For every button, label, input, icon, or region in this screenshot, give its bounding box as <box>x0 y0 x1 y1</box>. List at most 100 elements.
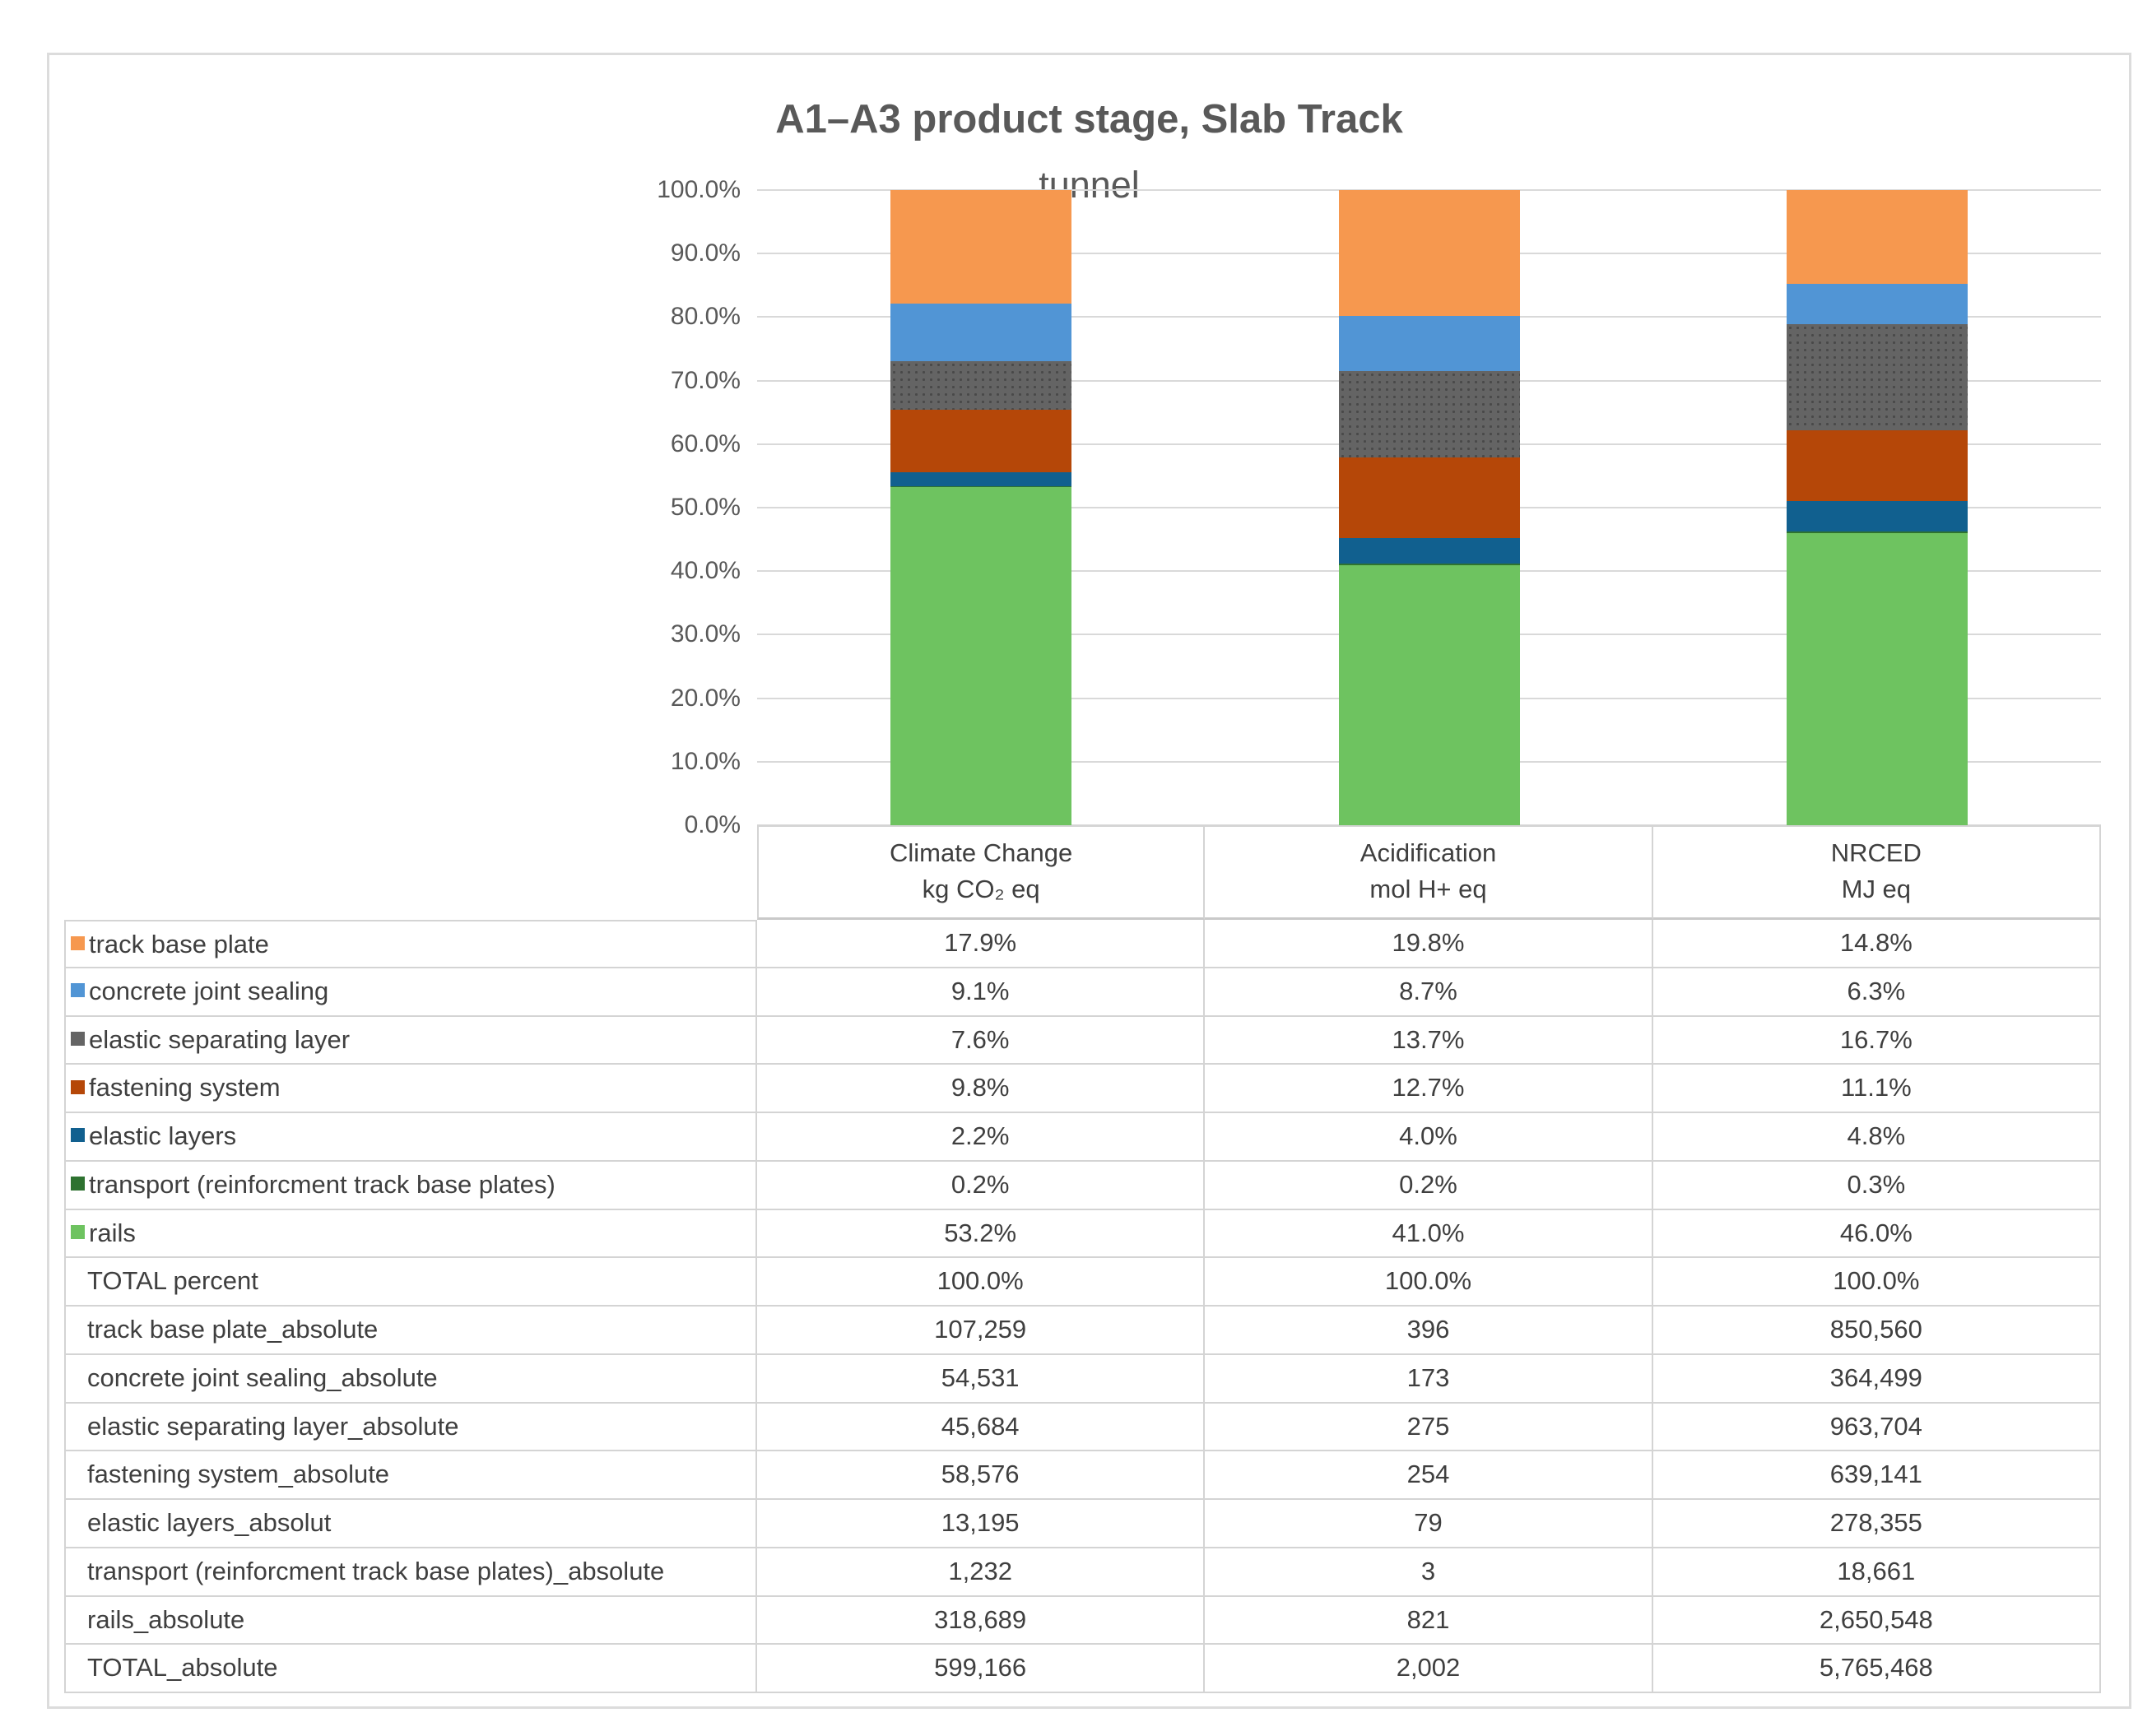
table-cell-track-base-plate-acidification: 19.8% <box>1205 920 1653 968</box>
table-cell-total-absolute-acidification: 2,002 <box>1205 1645 1653 1693</box>
table-cell-elastic-separating-layer-absolute-climate-change: 45,684 <box>757 1403 1206 1452</box>
row-label-fastening-system: fastening system <box>64 1065 757 1113</box>
data-table: Climate Change kg CO₂ eq Acidification mol … <box>64 825 2101 1693</box>
row-label-text: rails <box>89 1218 136 1247</box>
bar-segment-rails <box>1338 564 1520 825</box>
row-label-text: fastening system <box>89 1073 281 1102</box>
row-label-text: TOTAL percent <box>87 1266 258 1296</box>
table-cell-elastic-layers-acidification: 4.0% <box>1205 1113 1653 1162</box>
table-cell-total-absolute-climate-change: 599,166 <box>757 1645 1206 1693</box>
column-header-name: Climate Change <box>890 838 1073 867</box>
bar-segment-concrete-joint-sealing <box>1338 315 1520 371</box>
row-label-transport-reinforcment-track-base-plates-absolute: transport (reinforcment track base plate… <box>64 1548 757 1597</box>
bar-segment-elastic-separating-layer <box>1786 323 1968 430</box>
table-cell-total-percent-nrced: 100.0% <box>1652 1258 2101 1307</box>
table-header-spacer <box>64 825 757 920</box>
table-cell-elastic-separating-layer-nrced: 16.7% <box>1652 1016 2101 1065</box>
column-header-unit: MJ eq <box>1841 875 1912 903</box>
table-cell-track-base-plate-absolute-climate-change: 107,259 <box>757 1307 1206 1355</box>
table-cell-transport-reinforcment-track-base-plates-nrced: 0.3% <box>1652 1161 2101 1210</box>
row-label-concrete-joint-sealing: concrete joint sealing <box>64 968 757 1017</box>
column-header-unit: kg CO₂ eq <box>922 875 1040 903</box>
bar-segment-transport-reinforcment-track-base-plates <box>1786 531 1968 533</box>
row-label-elastic-separating-layer-absolute: elastic separating layer_absolute <box>64 1403 757 1452</box>
row-label-elastic-layers: elastic layers <box>64 1113 757 1162</box>
row-label-rails: rails <box>64 1209 757 1259</box>
bar-nrced <box>1786 190 1968 825</box>
column-header-name: NRCED <box>1830 838 1922 867</box>
table-cell-track-base-plate-nrced: 14.8% <box>1652 920 2101 968</box>
row-label-total-absolute: TOTAL_absolute <box>64 1645 757 1693</box>
table-cell-total-percent-acidification: 100.0% <box>1205 1258 1653 1307</box>
table-cell-track-base-plate-climate-change: 17.9% <box>757 920 1206 968</box>
table-cell-total-percent-climate-change: 100.0% <box>757 1258 1206 1307</box>
row-label-transport-reinforcment-track-base-plates: transport (reinforcment track base plate… <box>64 1161 757 1210</box>
table-cell-concrete-joint-sealing-absolute-nrced: 364,499 <box>1652 1354 2101 1404</box>
legend-swatch-track-base-plate <box>71 936 85 951</box>
row-label-text: TOTAL_absolute <box>87 1653 278 1683</box>
y-axis-tick-label: 40.0% <box>670 557 741 585</box>
table-cell-elastic-layers-absolut-climate-change: 13,195 <box>757 1500 1206 1548</box>
bar-segment-transport-reinforcment-track-base-plates <box>1338 564 1520 565</box>
bar-segment-fastening-system <box>890 410 1072 472</box>
row-label-text: transport (reinforcment track base plate… <box>87 1556 665 1585</box>
y-axis-tick-label: 30.0% <box>670 620 741 648</box>
table-cell-rails-absolute-climate-change: 318,689 <box>757 1596 1206 1645</box>
bar-acidification <box>1338 190 1520 825</box>
y-axis-tick-label: 90.0% <box>670 239 741 267</box>
y-axis-tick-label: 80.0% <box>670 303 741 331</box>
y-axis-tick-label: 50.0% <box>670 494 741 521</box>
table-cell-elastic-separating-layer-acidification: 13.7% <box>1205 1016 1653 1065</box>
row-label-text: concrete joint sealing_absolute <box>87 1362 438 1392</box>
y-axis-tick-label: 60.0% <box>670 429 741 457</box>
row-label-elastic-separating-layer: elastic separating layer <box>64 1016 757 1065</box>
table-cell-elastic-separating-layer-climate-change: 7.6% <box>757 1016 1206 1065</box>
row-label-rails-absolute: rails_absolute <box>64 1596 757 1645</box>
table-cell-fastening-system-climate-change: 9.8% <box>757 1065 1206 1113</box>
table-cell-transport-reinforcment-track-base-plates-acidification: 0.2% <box>1205 1161 1653 1210</box>
table-cell-concrete-joint-sealing-absolute-acidification: 173 <box>1205 1354 1653 1404</box>
table-cell-track-base-plate-absolute-acidification: 396 <box>1205 1307 1653 1355</box>
column-header-name: Acidification <box>1360 838 1497 867</box>
row-label-track-base-plate-absolute: track base plate_absolute <box>64 1307 757 1355</box>
table-cell-concrete-joint-sealing-absolute-climate-change: 54,531 <box>757 1354 1206 1404</box>
table-cell-rails-nrced: 46.0% <box>1652 1209 2101 1259</box>
table-cell-concrete-joint-sealing-climate-change: 9.1% <box>757 968 1206 1017</box>
legend-swatch-elastic-separating-layer <box>71 1031 85 1046</box>
legend-swatch-fastening-system <box>71 1079 85 1094</box>
column-header-climate-change: Climate Change kg CO₂ eq <box>757 825 1206 920</box>
bar-segment-track-base-plate <box>1786 190 1968 285</box>
column-header-acidification: Acidification mol H+ eq <box>1205 825 1653 920</box>
row-label-text: track base plate_absolute <box>87 1315 379 1344</box>
y-axis-tick-label: 20.0% <box>670 684 741 712</box>
bar-segment-track-base-plate <box>890 190 1072 304</box>
row-label-text: fastening system_absolute <box>87 1460 390 1489</box>
table-cell-track-base-plate-absolute-nrced: 850,560 <box>1652 1307 2101 1355</box>
table-cell-fastening-system-absolute-acidification: 254 <box>1205 1451 1653 1500</box>
bar-segment-concrete-joint-sealing <box>1786 284 1968 324</box>
table-cell-elastic-separating-layer-absolute-acidification: 275 <box>1205 1403 1653 1452</box>
table-cell-elastic-layers-climate-change: 2.2% <box>757 1113 1206 1162</box>
row-label-text: elastic separating layer_absolute <box>87 1411 459 1441</box>
bar-segment-elastic-layers <box>890 471 1072 486</box>
row-label-fastening-system-absolute: fastening system_absolute <box>64 1451 757 1500</box>
bar-segment-fastening-system <box>1338 457 1520 539</box>
table-cell-rails-acidification: 41.0% <box>1205 1209 1653 1259</box>
bar-segment-elastic-layers <box>1786 500 1968 531</box>
column-header-nrced: NRCED MJ eq <box>1652 825 2101 920</box>
y-axis-tick-label: 70.0% <box>670 366 741 394</box>
bar-segment-elastic-separating-layer <box>890 361 1072 411</box>
row-label-text: concrete joint sealing <box>89 976 329 1005</box>
row-label-track-base-plate: track base plate <box>64 920 757 968</box>
table-cell-concrete-joint-sealing-nrced: 6.3% <box>1652 968 2101 1017</box>
bar-segment-elastic-separating-layer <box>1338 370 1520 458</box>
table-cell-concrete-joint-sealing-acidification: 8.7% <box>1205 968 1653 1017</box>
bar-segment-fastening-system <box>1786 429 1968 501</box>
table-cell-elastic-layers-absolut-acidification: 79 <box>1205 1500 1653 1548</box>
legend-swatch-concrete-joint-sealing <box>71 983 85 998</box>
y-axis-tick-label: 10.0% <box>670 747 741 775</box>
legend-swatch-rails <box>71 1224 85 1239</box>
table-cell-elastic-layers-nrced: 4.8% <box>1652 1113 2101 1162</box>
bar-segment-track-base-plate <box>1338 190 1520 316</box>
row-label-text: elastic layers <box>89 1121 237 1150</box>
